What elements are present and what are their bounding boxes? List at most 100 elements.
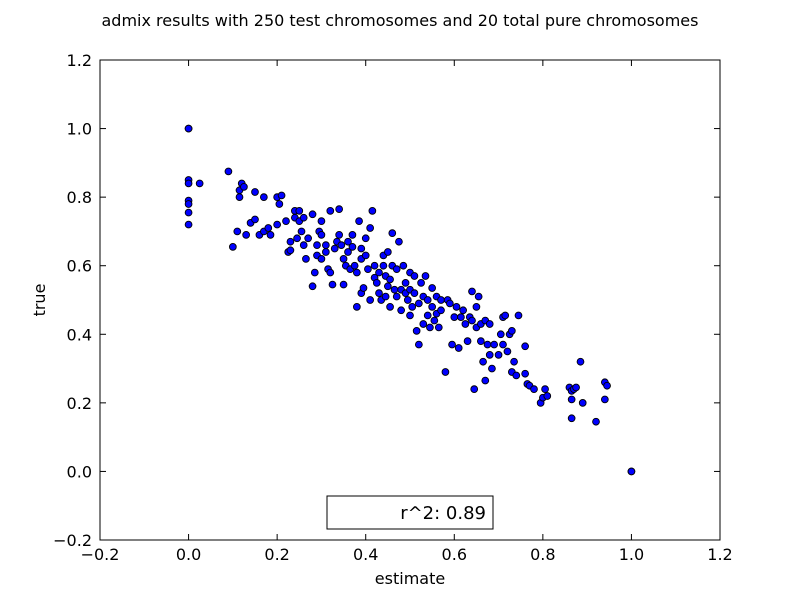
- scatter-point: [353, 303, 361, 311]
- scatter-point: [434, 323, 443, 332]
- scatter-point: [494, 351, 503, 359]
- scatter-point: [184, 124, 193, 133]
- scatter-point: [251, 215, 259, 224]
- scatter-point: [317, 231, 326, 239]
- scatter-point: [350, 261, 359, 270]
- scatter-point: [326, 268, 335, 277]
- scatter-point: [335, 231, 343, 239]
- scatter-point: [468, 316, 476, 325]
- scatter-point: [450, 313, 459, 321]
- scatter-point: [485, 351, 494, 359]
- scatter-point: [339, 280, 348, 289]
- scatter-point: [379, 261, 388, 270]
- scatter-point: [512, 371, 521, 380]
- scatter-point: [488, 364, 496, 373]
- scatter-point: [437, 296, 445, 304]
- scatter-point: [355, 217, 363, 225]
- scatter-point: [508, 327, 516, 335]
- scatter-point: [302, 255, 310, 263]
- scatter-point: [328, 280, 337, 289]
- scatter-point: [313, 241, 321, 249]
- y-tick-label: −0.2: [53, 531, 92, 550]
- scatter-point: [412, 327, 421, 335]
- scatter-point: [601, 395, 609, 404]
- scatter-point: [242, 231, 250, 239]
- scatter-point: [392, 265, 401, 273]
- scatter-point: [410, 272, 419, 280]
- scatter-point: [401, 279, 410, 287]
- y-tick-label: 0.2: [67, 394, 92, 413]
- scatter-point: [541, 385, 549, 393]
- scatter-point: [567, 395, 576, 404]
- scatter-point: [392, 292, 401, 301]
- scatter-point: [521, 369, 529, 378]
- scatter-point: [295, 207, 304, 215]
- scatter-point: [397, 306, 405, 315]
- scatter-point: [399, 261, 408, 270]
- scatter-point: [496, 330, 505, 339]
- scatter-point: [499, 340, 507, 349]
- scatter-point: [357, 244, 366, 253]
- scatter-point: [275, 200, 284, 208]
- scatter-point: [472, 303, 481, 311]
- x-tick-label: 0.6: [442, 545, 467, 564]
- x-tick-label: 1.0: [619, 545, 644, 564]
- scatter-point: [384, 282, 392, 291]
- chart-title: admix results with 250 test chromosomes …: [102, 11, 699, 30]
- scatter-point: [448, 340, 456, 349]
- scatter-point: [592, 417, 600, 426]
- y-tick-label: 0.0: [67, 462, 92, 481]
- scatter-point: [273, 220, 281, 229]
- scatter-point: [286, 246, 295, 255]
- scatter-point: [229, 243, 237, 251]
- scatter-point: [483, 340, 492, 349]
- x-tick-label: 0.0: [176, 545, 201, 564]
- scatter-point: [468, 287, 476, 296]
- scatter-point: [297, 227, 306, 236]
- y-tick-label: 1.2: [67, 51, 92, 70]
- scatter-point: [452, 303, 461, 311]
- scatter-point: [224, 167, 233, 176]
- scatter-point: [408, 303, 417, 311]
- scatter-point: [308, 282, 317, 291]
- scatter-point: [366, 296, 374, 304]
- y-axis-label: true: [30, 284, 49, 317]
- scatter-point: [567, 414, 576, 423]
- scatter-point: [299, 213, 308, 222]
- scatter-point: [576, 357, 585, 366]
- y-tick-label: 1.0: [67, 120, 92, 139]
- scatter-point: [308, 210, 317, 219]
- scatter-point: [627, 467, 636, 476]
- scatter-point: [184, 220, 193, 229]
- axis-ticks: −0.2 0.0 0.2 0.4 0.6 0.8 1.0 1.2 −0.2 0.0 0.2 0.4 0.…: [53, 51, 733, 564]
- scatter-point: [510, 357, 518, 366]
- x-tick-label: 0.8: [530, 545, 555, 564]
- scatter-point: [428, 303, 436, 311]
- scatter-point: [353, 268, 361, 277]
- y-tick-label: 0.6: [67, 257, 92, 276]
- x-tick-label: −0.2: [81, 545, 120, 564]
- scatter-point: [403, 296, 412, 304]
- scatter-point: [240, 183, 248, 191]
- scatter-point: [339, 255, 348, 263]
- scatter-point: [330, 244, 339, 253]
- scatter-point: [361, 234, 370, 243]
- scatter-point: [337, 241, 346, 249]
- scatter-point: [322, 248, 330, 256]
- scatter-point: [603, 381, 611, 390]
- scatter-point: [415, 299, 423, 308]
- scatter-point: [485, 320, 494, 328]
- scatter-point: [470, 385, 479, 393]
- scatter-point: [286, 237, 295, 246]
- scatter-point: [310, 268, 319, 277]
- scatter-point: [406, 311, 414, 320]
- scatter-point: [572, 383, 580, 392]
- scatter-point: [375, 268, 383, 277]
- scatter-point: [260, 193, 268, 201]
- scatter-point: [364, 265, 372, 273]
- scatter-point: [428, 284, 436, 292]
- scatter-point: [386, 303, 394, 311]
- scatter-point: [381, 292, 390, 301]
- scatter-point: [317, 255, 326, 263]
